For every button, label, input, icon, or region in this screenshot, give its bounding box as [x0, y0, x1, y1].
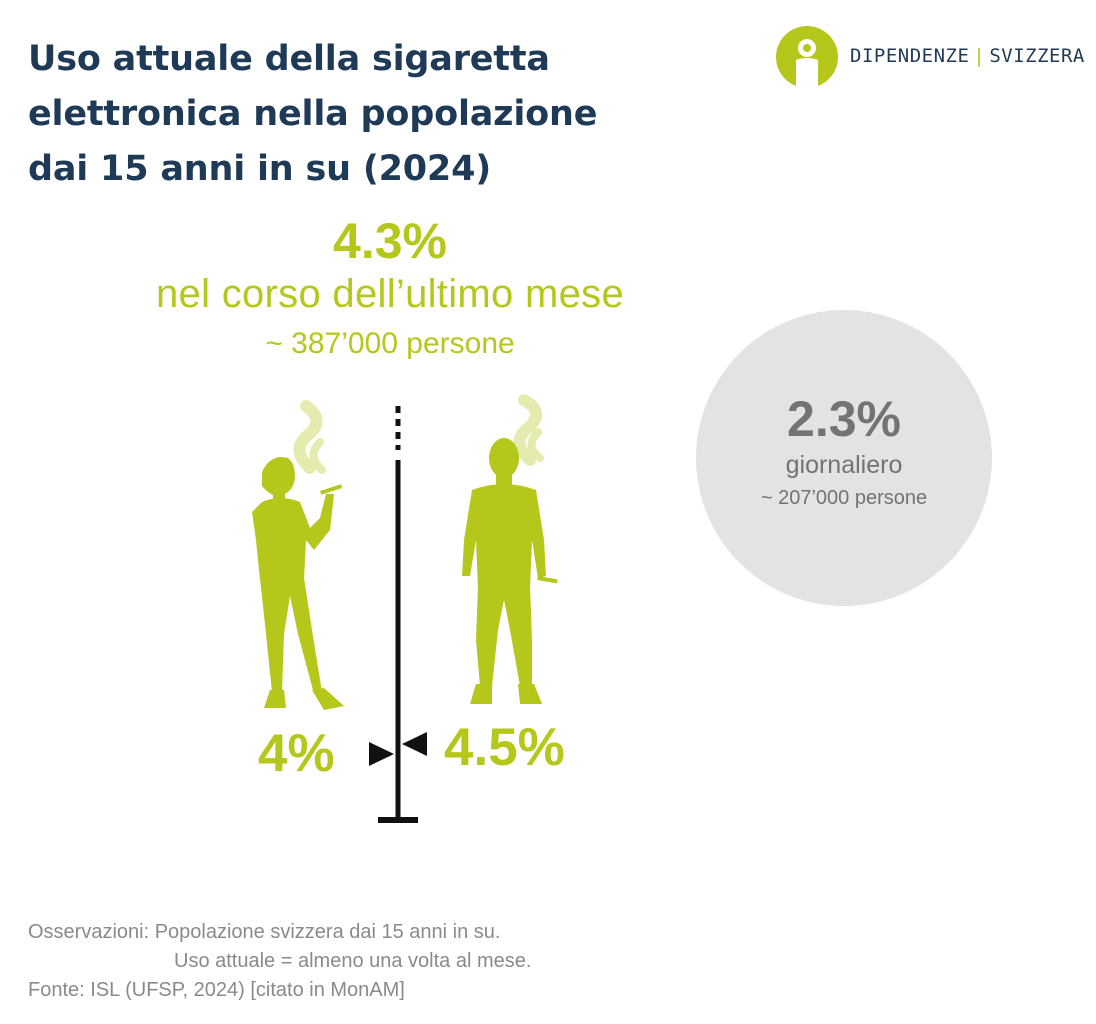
source-line: Fonte: ISL (UFSP, 2024) [citato in MonAM… [28, 979, 405, 1001]
monthly-value: 4.3% [333, 213, 447, 269]
logo-mark-icon [776, 26, 838, 88]
value-label-women: 4% [258, 724, 335, 783]
footnotes: Osservazioni: Popolazione svizzera dai 1… [28, 918, 531, 1005]
note-line-2: Uso attuale = almeno una volta al mese. [174, 950, 532, 972]
man-silhouette-icon [462, 438, 558, 704]
marker-women [369, 742, 394, 766]
title-line-3: dai 15 anni in su (2024) [28, 149, 492, 189]
marker-men [402, 732, 427, 756]
woman-silhouette-icon [252, 457, 344, 710]
title-line-1: Uso attuale della sigaretta [28, 39, 550, 79]
logo-brand-left: DIPENDENZE [850, 45, 970, 67]
logo-text: DIPENDENZE | SVIZZERA [850, 45, 1085, 67]
daily-value: 2.3% [787, 391, 901, 447]
logo-separator: | [973, 45, 986, 67]
monthly-usage-block: 4.3% nel corso dell’ultimo mese ~ 387’00… [100, 212, 680, 364]
monthly-label: nel corso dell’ultimo mese [156, 272, 624, 316]
daily-label: giornaliero [785, 451, 903, 479]
monthly-people: ~ 387’000 persone [265, 327, 515, 360]
scale-pole [378, 406, 418, 823]
chart-title: Uso attuale della sigaretta elettronica … [28, 32, 708, 197]
logo: DIPENDENZE | SVIZZERA [776, 26, 1086, 88]
gender-comparison-graphic [252, 394, 558, 823]
daily-people: ~ 207’000 persone [760, 487, 928, 509]
note-line-1: Osservazioni: Popolazione svizzera dai 1… [28, 921, 501, 943]
title-line-2: elettronica nella popolazione [28, 94, 598, 134]
logo-brand-right: SVIZZERA [989, 45, 1085, 67]
vapor-cloud-man-icon [513, 394, 544, 466]
vapor-cloud-woman-icon [293, 400, 326, 474]
value-label-men: 4.5% [444, 718, 565, 777]
daily-usage-circle: 2.3% giornaliero ~ 207’000 persone [696, 310, 992, 606]
